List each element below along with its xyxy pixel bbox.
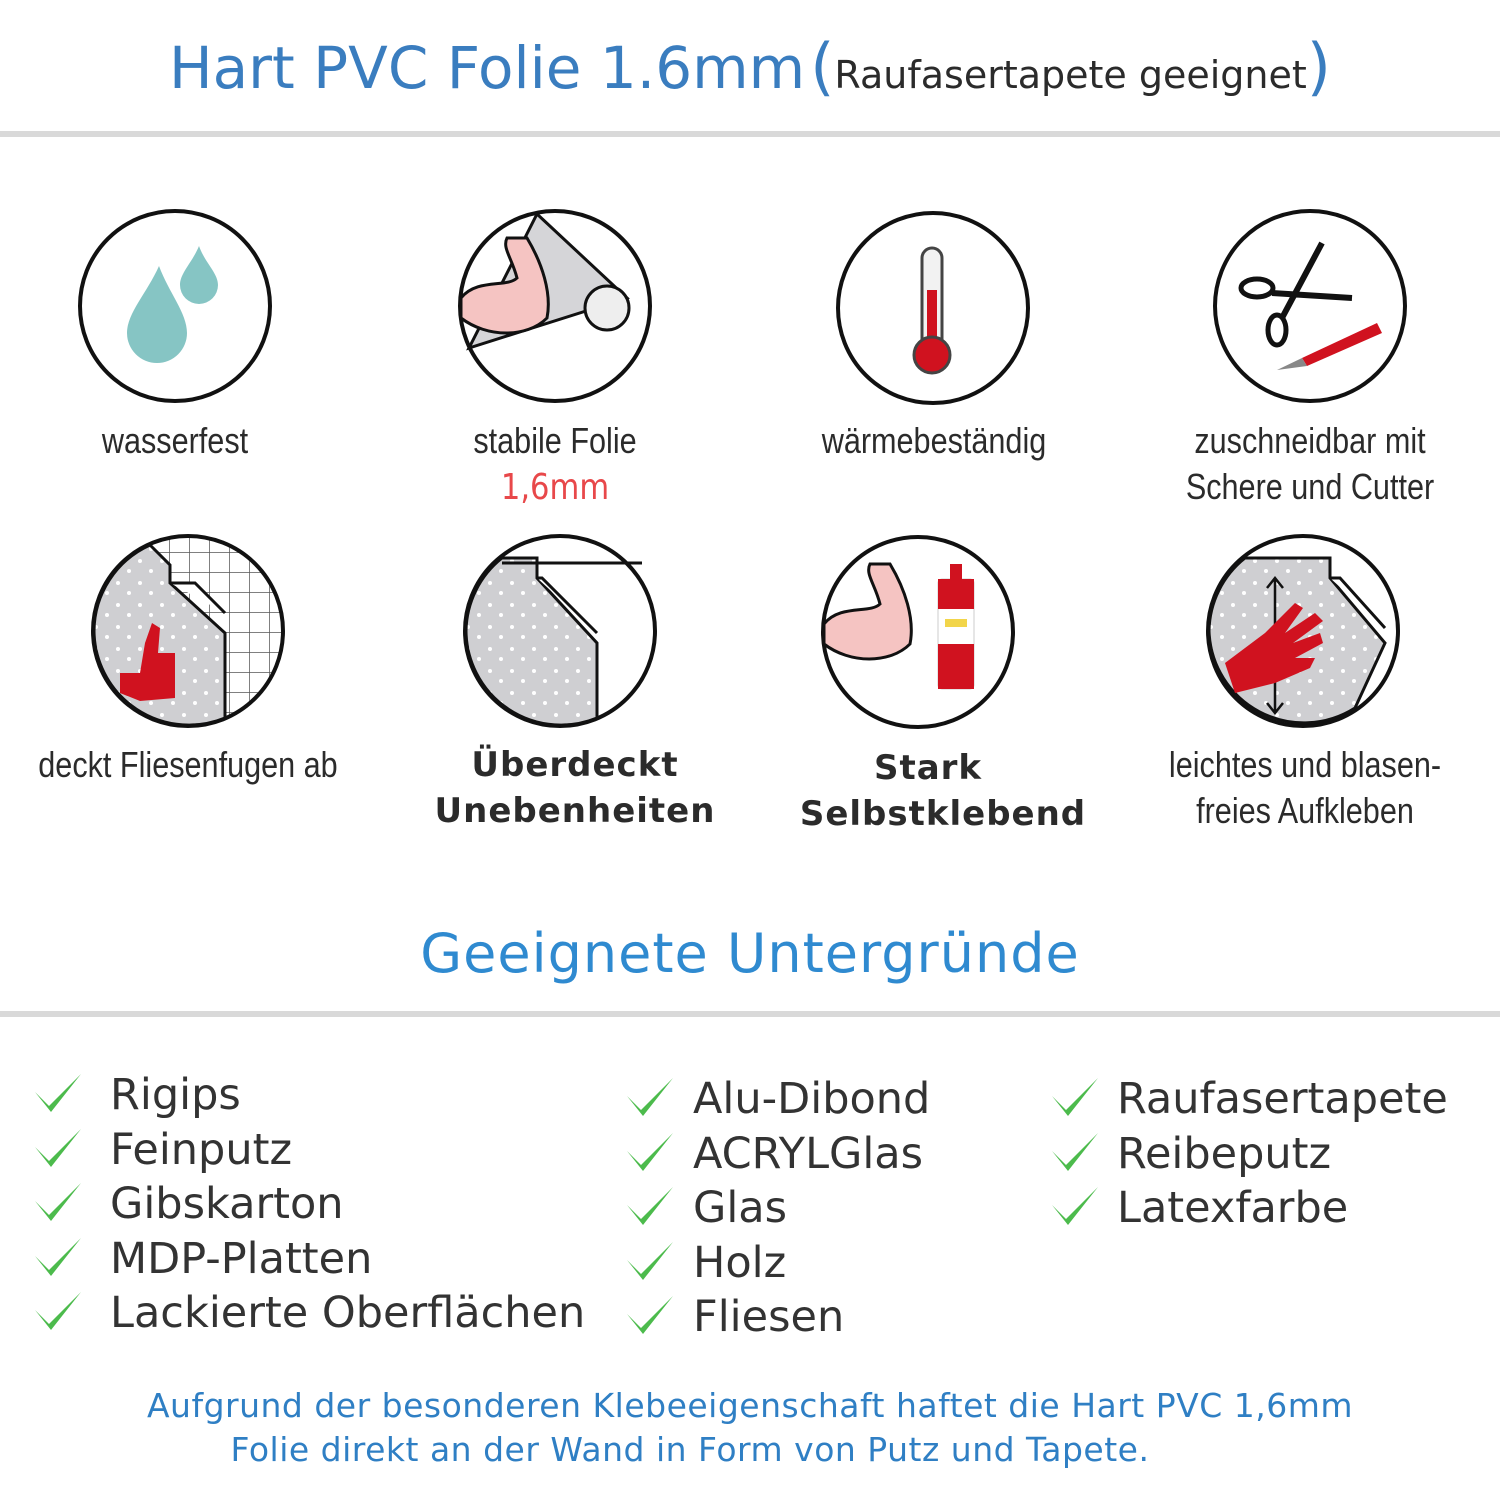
feature-label-fliesenfugen: deckt Fliesenfugen ab [35, 742, 341, 788]
label-line: leichtes und blasen- [1168, 744, 1442, 785]
surface-item: MDP-Platten [110, 1233, 373, 1284]
checkmark-icon [627, 1241, 673, 1280]
checkmark-icon [35, 1237, 81, 1276]
surface-item: Lackierte Oberflächen [110, 1288, 586, 1338]
checkmark-icon [35, 1292, 81, 1330]
paren-open: ( [810, 30, 835, 103]
divider [0, 1011, 1500, 1017]
label-line: deckt Fliesenfugen ab [38, 744, 338, 785]
feature-label-unebenheiten: Überdeckt Unebenheiten [415, 742, 735, 834]
strong-arm-foil-icon [458, 209, 652, 403]
page-title: Hart PVC Folie 1.6mm (Raufasertapete gee… [0, 30, 1500, 103]
label-line: freies Aufkleben [1196, 790, 1414, 831]
checkmark-icon [627, 1296, 673, 1334]
label-line: zuschneidbar mit [1194, 420, 1426, 461]
feature-label-waermebestaendig: wärmebeständig [790, 418, 1079, 464]
thermometer-icon [836, 211, 1030, 405]
checkmark-icon [35, 1183, 81, 1221]
feature-label-zuschneidbar: zuschneidbar mit Schere und Cutter [1157, 418, 1463, 510]
surface-item: Fliesen [693, 1292, 845, 1342]
surface-item: ACRYLGlas [693, 1128, 924, 1179]
peeling-foil-icon [463, 534, 657, 728]
hand-smoothing-icon [1206, 534, 1400, 728]
title-subtitle: Raufasertapete geeignet [834, 53, 1307, 97]
checkmark-icon [35, 1074, 81, 1112]
paren-close: ) [1306, 30, 1331, 103]
feature-label-wasserfest: wasserfest [48, 418, 303, 464]
label-line: Überdeckt [471, 745, 679, 785]
label-line: Stark [873, 748, 983, 788]
label-line: Schere und Cutter [1185, 466, 1435, 507]
footer-line: Aufgrund der besonderen Klebeeigenschaft… [146, 1386, 1354, 1425]
footer-note: Aufgrund der besonderen Klebeeigenschaft… [0, 1384, 1500, 1472]
checkmark-icon [627, 1078, 673, 1116]
checkmark-icon [1052, 1078, 1098, 1116]
surface-item: Feinputz [110, 1124, 293, 1175]
surface-item: Gibskarton [110, 1179, 344, 1229]
title-main: Hart PVC Folie 1.6mm [168, 34, 806, 102]
footer-line: Folie direkt an der Wand in Form von Put… [230, 1430, 1150, 1469]
water-drops-icon [78, 209, 272, 403]
label-line: Selbstklebend [799, 794, 1087, 834]
divider [0, 131, 1500, 137]
checkmark-icon [1052, 1187, 1098, 1225]
checkmark-icon [1052, 1132, 1098, 1171]
surfaces-heading: Geeignete Untergründe [420, 922, 1080, 985]
surface-item: Alu-Dibond [693, 1074, 931, 1124]
surface-item: Holz [693, 1237, 787, 1288]
surface-item: Latexfarbe [1117, 1183, 1349, 1233]
label-line: stabile Folie [473, 420, 637, 461]
label-line: wasserfest [101, 420, 249, 461]
checkmark-icon [627, 1187, 673, 1225]
checkmark-icon [35, 1128, 81, 1167]
label-line: wärmebeständig [821, 420, 1047, 461]
checkmark-icon [627, 1132, 673, 1171]
surface-item: Glas [693, 1183, 788, 1233]
surface-item: Reibeputz [1117, 1128, 1332, 1179]
feature-label-selbstklebend: Stark Selbstklebend [783, 745, 1103, 837]
thumbs-up-tiles-icon [91, 534, 285, 728]
scissors-cutter-icon [1213, 209, 1407, 403]
label-line: Unebenheiten [434, 791, 716, 831]
thickness-highlight: 1,6mm [500, 467, 610, 508]
feature-label-stabile-folie: stabile Folie 1,6mm [428, 418, 683, 511]
surface-item: Raufasertapete [1117, 1074, 1448, 1124]
strong-arm-glue-icon [821, 535, 1015, 729]
feature-label-aufkleben: leichtes und blasen-freies Aufkleben [1148, 742, 1463, 834]
surface-item: Rigips [110, 1070, 241, 1120]
